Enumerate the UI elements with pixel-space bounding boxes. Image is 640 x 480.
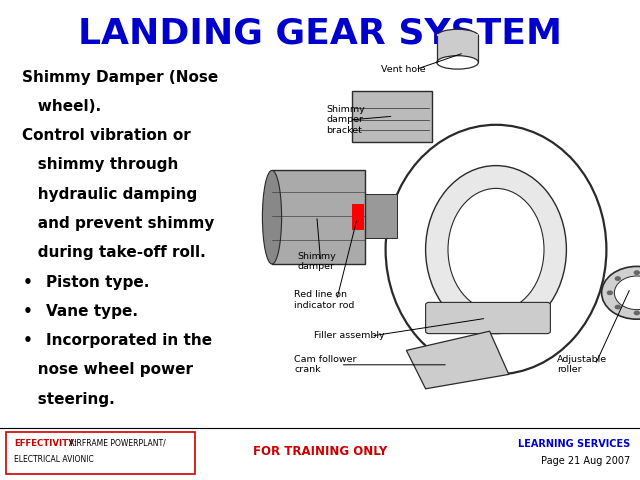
Text: Shimmy
damper
bracket: Shimmy damper bracket bbox=[326, 105, 365, 135]
Circle shape bbox=[614, 305, 621, 310]
Text: •: • bbox=[22, 275, 32, 289]
Bar bbox=[362, 194, 397, 238]
Text: AIRFRAME POWERPLANT/: AIRFRAME POWERPLANT/ bbox=[69, 439, 166, 448]
FancyBboxPatch shape bbox=[352, 91, 432, 142]
Text: Incorporated in the: Incorporated in the bbox=[46, 333, 212, 348]
Text: Shimmy
damper: Shimmy damper bbox=[298, 252, 337, 271]
Text: Adjustable
roller: Adjustable roller bbox=[557, 355, 607, 374]
Ellipse shape bbox=[436, 56, 479, 69]
Circle shape bbox=[602, 266, 640, 319]
Text: wheel).: wheel). bbox=[22, 99, 102, 114]
Ellipse shape bbox=[262, 170, 282, 264]
Text: •: • bbox=[22, 304, 32, 319]
Text: Filler assembly: Filler assembly bbox=[314, 332, 384, 340]
Ellipse shape bbox=[426, 166, 566, 334]
Bar bbox=[272, 170, 365, 264]
FancyBboxPatch shape bbox=[426, 302, 550, 334]
Text: Piston type.: Piston type. bbox=[46, 275, 150, 289]
Text: EFFECTIVITY:: EFFECTIVITY: bbox=[14, 439, 77, 448]
Text: Red line on
indicator rod: Red line on indicator rod bbox=[294, 290, 355, 310]
Text: ELECTRICAL AVIONIC: ELECTRICAL AVIONIC bbox=[14, 455, 94, 464]
Ellipse shape bbox=[448, 189, 544, 311]
Circle shape bbox=[614, 276, 640, 310]
Text: Shimmy Damper (Nose: Shimmy Damper (Nose bbox=[22, 70, 219, 84]
Text: LANDING GEAR SYSTEM: LANDING GEAR SYSTEM bbox=[78, 17, 562, 51]
Bar bbox=[352, 204, 364, 230]
Text: LEARNING SERVICES: LEARNING SERVICES bbox=[518, 439, 630, 449]
FancyBboxPatch shape bbox=[6, 432, 195, 474]
Text: Control vibration or: Control vibration or bbox=[22, 128, 191, 143]
Text: FOR TRAINING ONLY: FOR TRAINING ONLY bbox=[253, 444, 387, 458]
Polygon shape bbox=[406, 331, 509, 389]
Text: •: • bbox=[22, 333, 32, 348]
Text: steering.: steering. bbox=[22, 392, 115, 407]
Text: Cam follower
crank: Cam follower crank bbox=[294, 355, 357, 374]
Text: during take-off roll.: during take-off roll. bbox=[22, 245, 206, 260]
Text: Vent hole: Vent hole bbox=[381, 65, 426, 74]
Text: shimmy through: shimmy through bbox=[22, 157, 179, 172]
Text: hydraulic damping: hydraulic damping bbox=[22, 187, 198, 202]
Circle shape bbox=[607, 290, 613, 295]
Text: and prevent shimmy: and prevent shimmy bbox=[22, 216, 215, 231]
Circle shape bbox=[634, 311, 640, 315]
Bar bbox=[437, 34, 479, 62]
Circle shape bbox=[634, 270, 640, 275]
Text: Vane type.: Vane type. bbox=[46, 304, 138, 319]
Text: Page 21 Aug 2007: Page 21 Aug 2007 bbox=[541, 456, 630, 466]
Text: nose wheel power: nose wheel power bbox=[22, 362, 193, 377]
Ellipse shape bbox=[436, 29, 479, 43]
Circle shape bbox=[614, 276, 621, 281]
